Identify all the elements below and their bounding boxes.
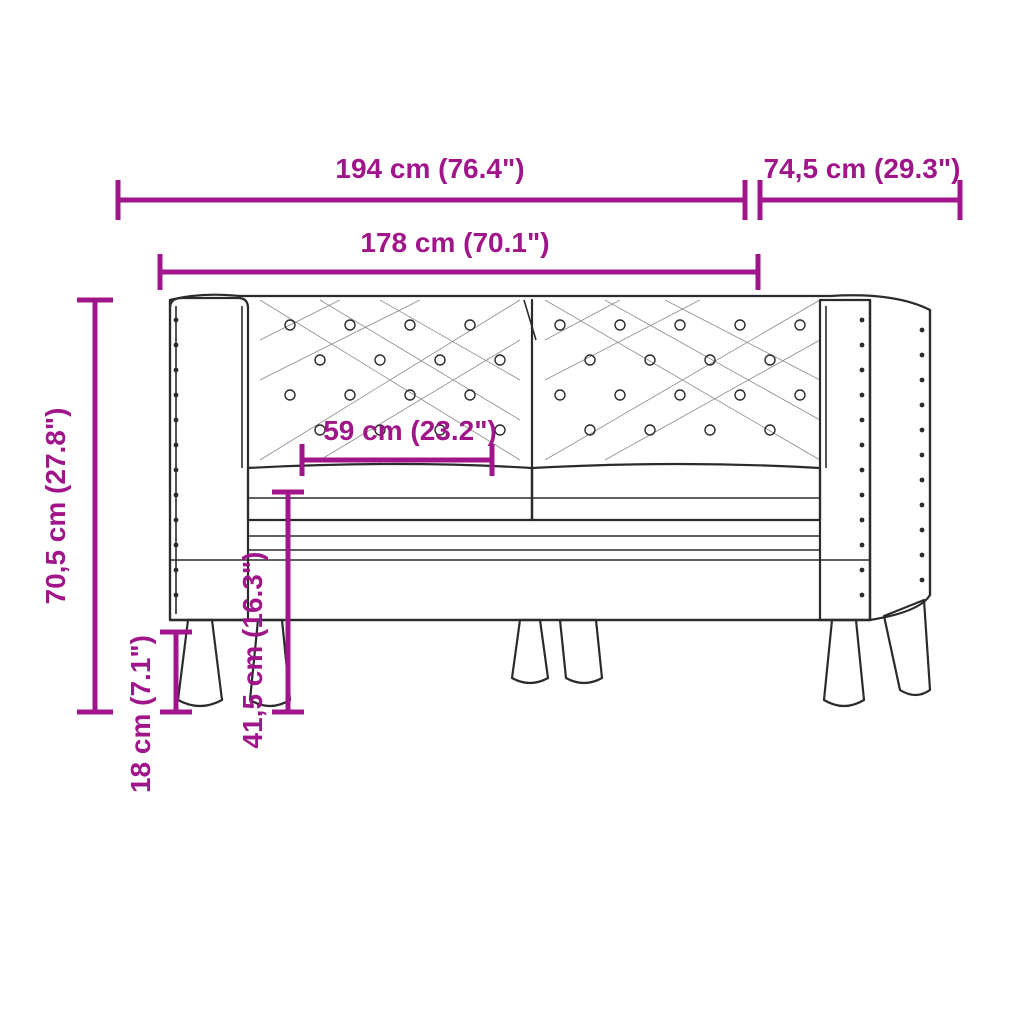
dim-leg-height-label: 18 cm (7.1"): [125, 635, 156, 793]
dim-width-overall-label: 194 cm (76.4"): [335, 153, 524, 184]
dim-depth-label: 74,5 cm (29.3"): [764, 153, 961, 184]
sofa-illustration: [170, 295, 930, 706]
dim-height-overall-label: 70,5 cm (27.8"): [40, 408, 71, 605]
dim-leg-height: 18 cm (7.1"): [125, 632, 192, 793]
dim-width-overall: 194 cm (76.4"): [118, 153, 745, 220]
dim-height-overall: 70,5 cm (27.8"): [40, 300, 113, 712]
dim-seat-height-label: 41,5 cm (16.3"): [237, 552, 268, 749]
dimension-diagram: 194 cm (76.4") 74,5 cm (29.3") 178 cm (7…: [0, 0, 1024, 1024]
dim-seat-depth: 59 cm (23.2"): [302, 415, 497, 476]
dim-seat-depth-label: 59 cm (23.2"): [323, 415, 497, 446]
dim-depth: 74,5 cm (29.3"): [760, 153, 960, 220]
dim-width-inner: 178 cm (70.1"): [160, 227, 758, 290]
dim-width-inner-label: 178 cm (70.1"): [360, 227, 549, 258]
